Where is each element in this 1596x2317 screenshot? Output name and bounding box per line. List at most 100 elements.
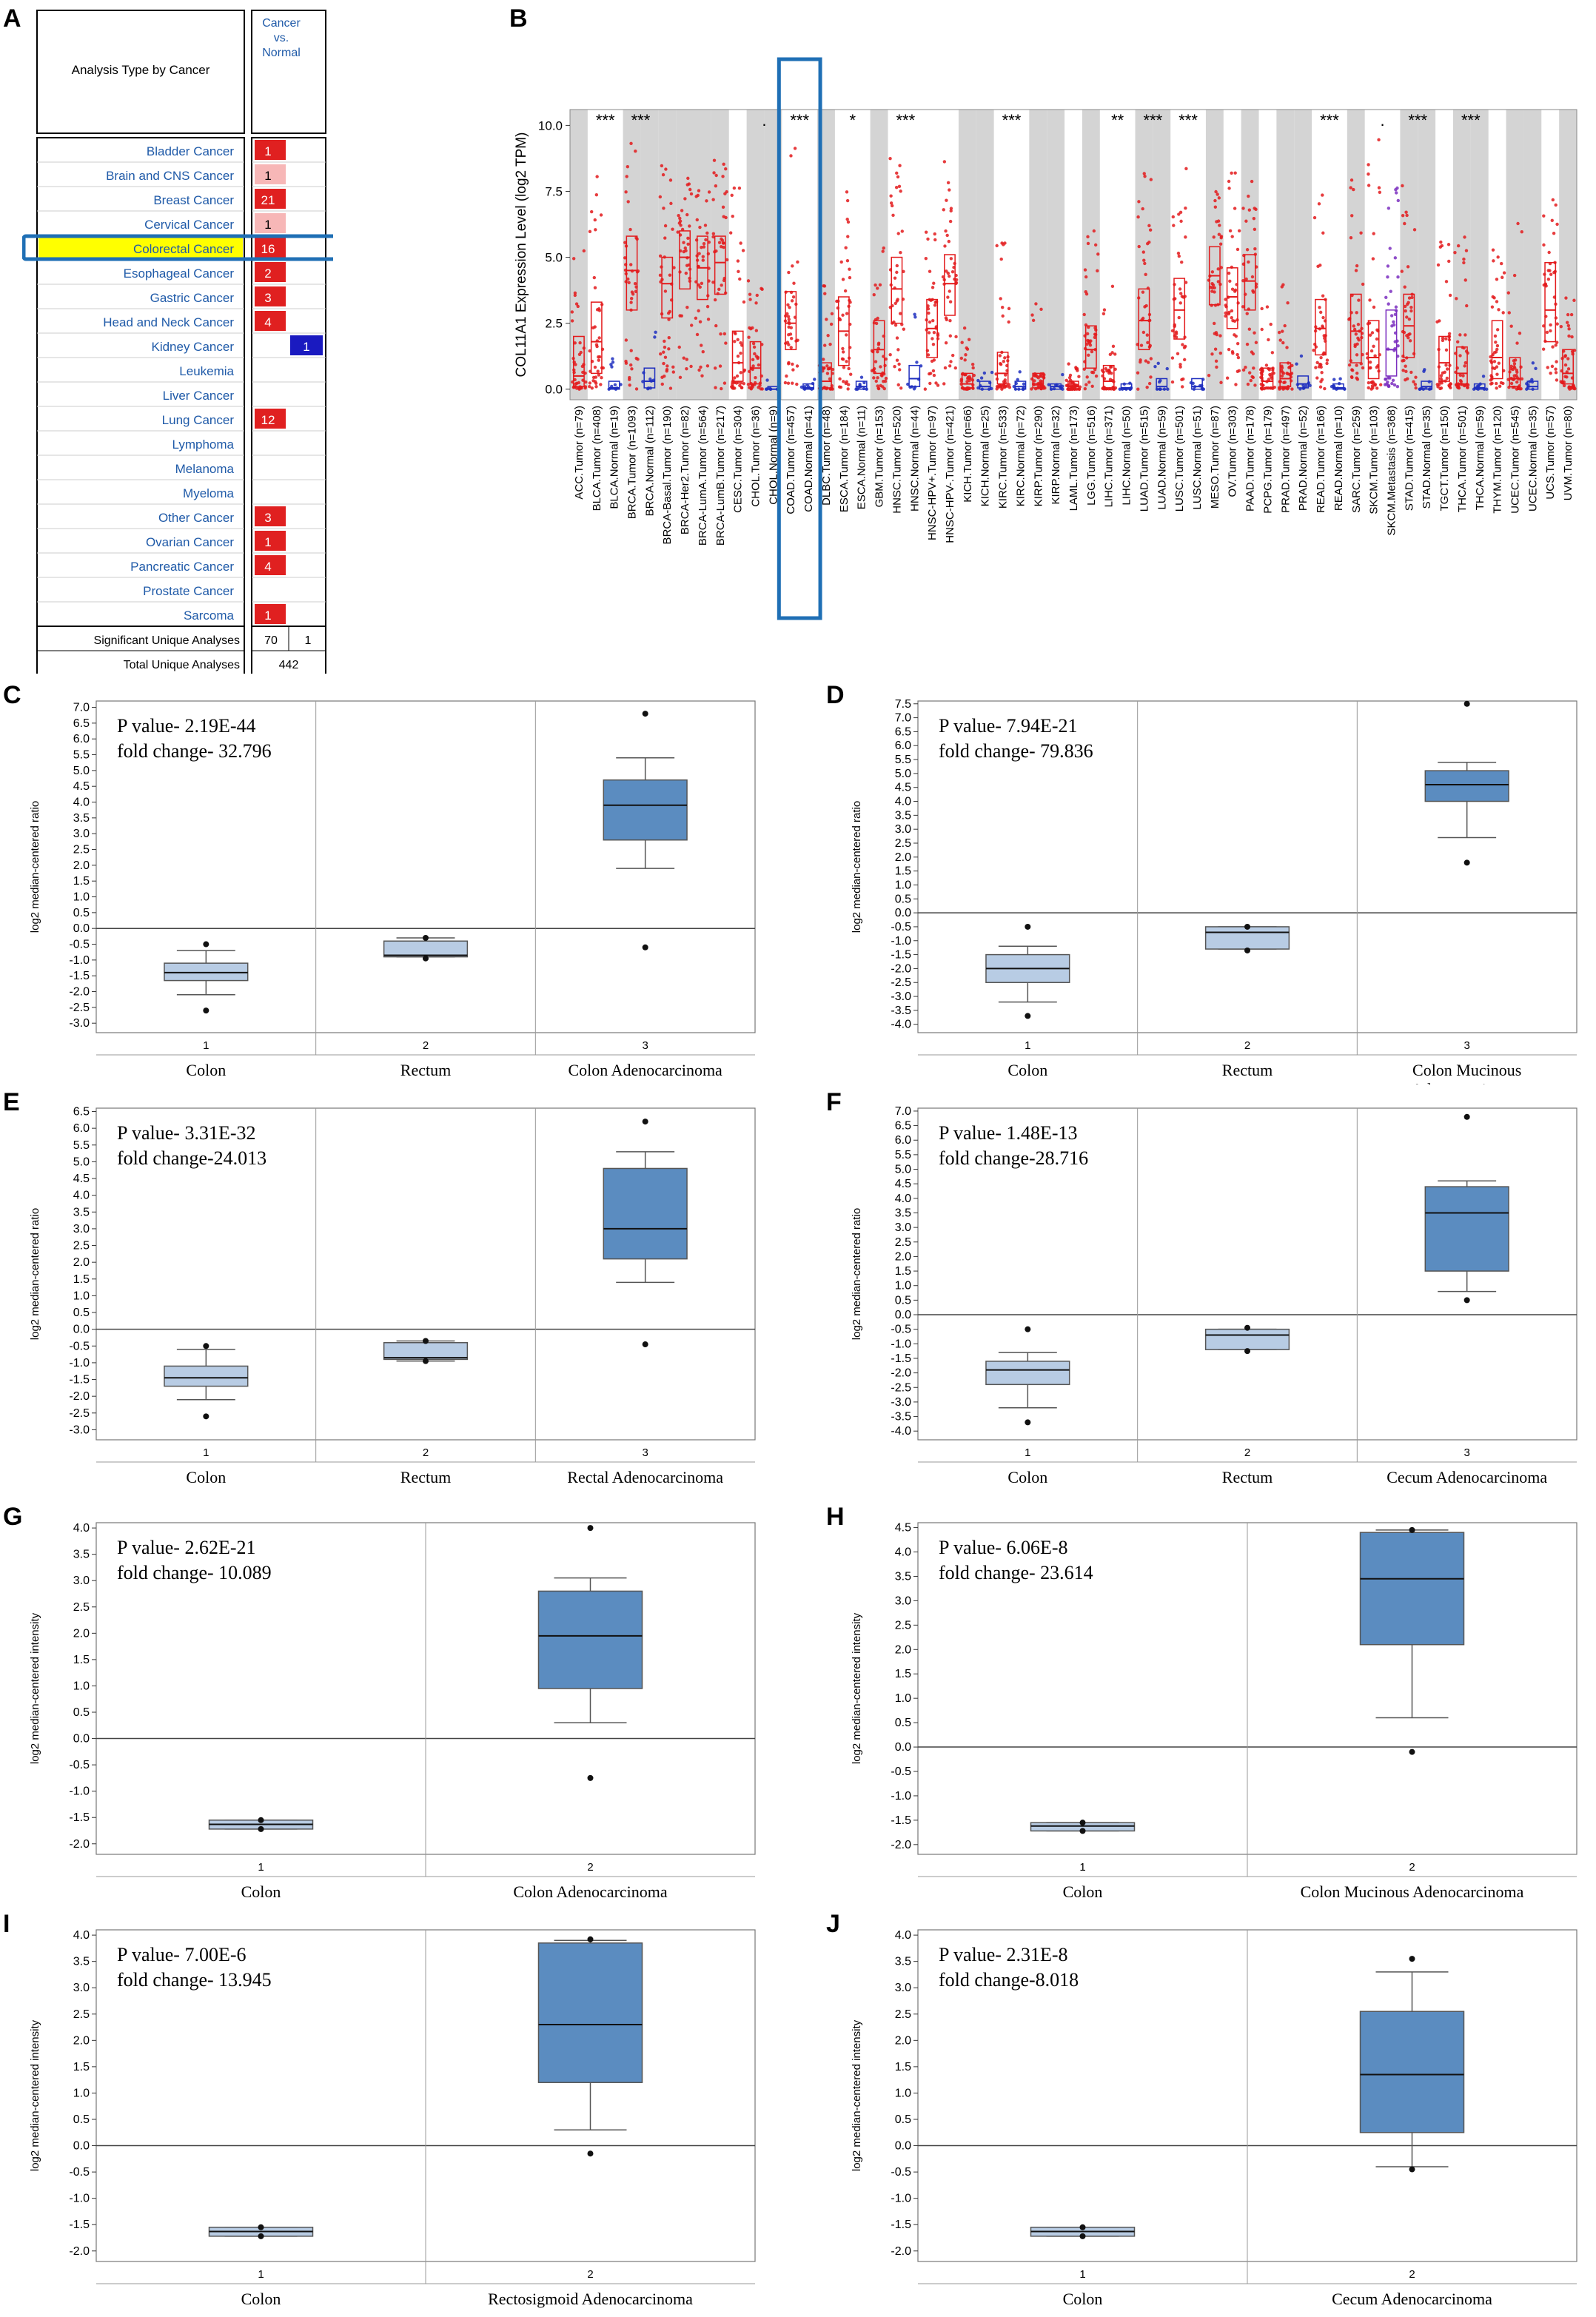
group-name: Rectum (1222, 1468, 1273, 1486)
expression-point (589, 209, 594, 214)
expression-point (1146, 341, 1150, 345)
y-tick-label: -2.0 (69, 1838, 90, 1851)
expression-point (1082, 367, 1086, 371)
expression-point (1088, 343, 1093, 347)
expression-point (595, 175, 599, 178)
y-tick-label: 0.5 (73, 1307, 90, 1319)
expression-point (1170, 356, 1175, 360)
significance-mark: *** (1002, 111, 1022, 130)
expression-point (948, 364, 952, 368)
expression-point (577, 352, 582, 357)
expression-point (1408, 339, 1412, 343)
y-tick-label: 3.5 (895, 1207, 911, 1219)
y-tick-label: 0.0 (895, 907, 911, 919)
expression-point (946, 295, 950, 299)
expression-point (1085, 342, 1089, 346)
expression-point (1496, 255, 1500, 259)
expression-point (1321, 324, 1324, 328)
expression-point (1227, 347, 1231, 352)
panel-d-boxplot: -4.0 -3.5 -3.0 -2.5 -2.0 -1.5 -1.0 -0.5 0.0 0.5 1.… (836, 692, 1584, 1099)
expression-point (1572, 298, 1576, 302)
box-group (383, 1338, 469, 1364)
expression-point (1213, 198, 1217, 203)
cancer-type-label: Lymphoma (172, 437, 235, 452)
expression-point (663, 339, 666, 343)
expression-point (1566, 312, 1570, 317)
expression-point (785, 374, 788, 378)
expression-point (1002, 359, 1006, 363)
expression-point (660, 382, 664, 386)
iqr-box (383, 940, 469, 958)
category-tumor (694, 189, 711, 378)
expression-point (1515, 341, 1519, 345)
category-shade (1347, 110, 1365, 400)
expression-point (1489, 355, 1492, 359)
expression-point (1463, 364, 1466, 368)
category-tumor (1541, 198, 1559, 382)
boxplot-svg: -2.0-1.5-1.0-0.50.00.51.01.52.02.53.03.5… (29, 1522, 756, 1901)
expression-point (749, 386, 753, 390)
expression-point (841, 313, 845, 317)
expression-point (845, 312, 849, 315)
outlier-low (203, 1413, 209, 1420)
expression-point (1181, 385, 1184, 389)
expression-point (683, 197, 687, 201)
outlier-low (642, 1341, 648, 1348)
expression-point (722, 278, 726, 283)
expression-point (948, 188, 951, 192)
expression-point (845, 333, 848, 337)
expression-point (943, 244, 947, 248)
expression-point (594, 381, 598, 386)
expression-point (932, 373, 936, 378)
y-tick-label: 2.0 (73, 1627, 90, 1640)
expression-point (1352, 187, 1355, 192)
y-tick-label: 4.0 (73, 1929, 90, 1942)
expression-point (631, 292, 635, 296)
coad-highlight-box (777, 57, 822, 620)
expression-point (1113, 386, 1118, 390)
outlier-low (587, 1774, 594, 1781)
significant-label: Significant Unique Analyses (94, 634, 240, 647)
x-tick-label: PRAD.Normal (n=52) (1297, 406, 1310, 511)
expression-point (1444, 348, 1449, 352)
y-tick-label: -1.5 (891, 2219, 911, 2231)
expression-point (671, 365, 675, 369)
fold-change-text: fold change- 79.836 (939, 740, 1093, 762)
expression-point (1439, 240, 1443, 244)
expression-point (1463, 278, 1467, 282)
expression-point (593, 218, 597, 222)
expression-point (1252, 216, 1256, 221)
expression-point (1369, 349, 1374, 353)
expression-point (1137, 200, 1141, 204)
group-index: 1 (1025, 1039, 1030, 1052)
expression-point (1030, 313, 1034, 317)
expression-point (611, 357, 614, 361)
expression-point (1495, 372, 1499, 376)
group-name: Colon (1063, 2290, 1103, 2308)
y-tick-label: 4.5 (895, 1522, 911, 1535)
expression-point (1090, 384, 1094, 388)
expression-point (1252, 290, 1255, 294)
category-normal (1118, 381, 1133, 391)
expression-point (1153, 364, 1157, 369)
x-tick-label: PAAD.Tumor (n=178) (1244, 406, 1257, 512)
expression-point (789, 346, 793, 349)
expression-point (697, 283, 700, 287)
expression-point (1110, 372, 1113, 375)
expression-point (845, 380, 848, 383)
expression-point (1087, 353, 1090, 358)
x-tick-label: STAD.Tumor (n=415) (1403, 406, 1415, 511)
expression-box (1562, 349, 1574, 385)
expression-point (1463, 361, 1468, 365)
expression-point (1395, 384, 1400, 389)
expression-point (795, 364, 799, 368)
expression-point (624, 361, 628, 365)
outlier-low (1244, 1348, 1250, 1355)
category-shade (1452, 110, 1471, 400)
p-value-text: P value- 6.06E-8 (939, 1537, 1068, 1558)
expression-point (629, 301, 633, 304)
y-tick-label: 1.0 (73, 1680, 90, 1692)
expression-point (1178, 365, 1182, 369)
group-name: Colon (241, 1882, 281, 1901)
expression-point (583, 386, 587, 390)
